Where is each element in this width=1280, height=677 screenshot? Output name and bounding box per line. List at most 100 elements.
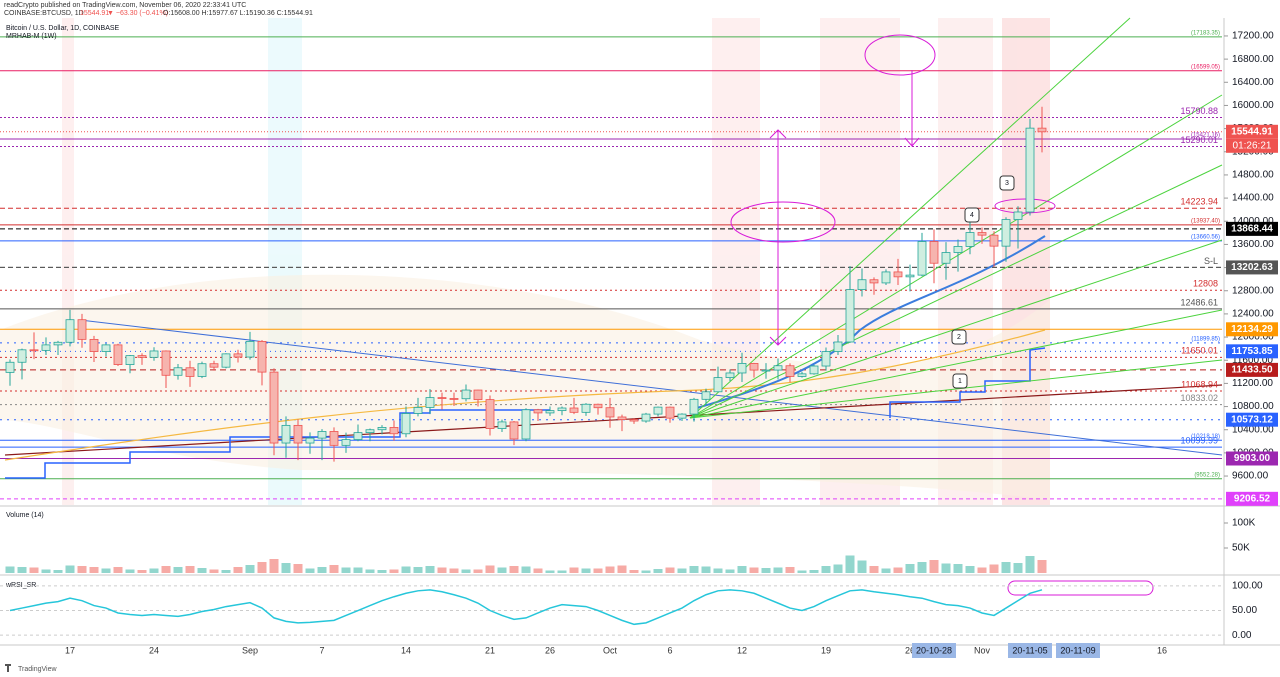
volume-bar (473, 569, 483, 573)
moving-average (689, 235, 1046, 411)
rsi-title: wRSI_SR (5, 582, 36, 589)
volume-bar (869, 566, 879, 573)
callout-box (999, 175, 1015, 191)
volume-bar (353, 567, 363, 573)
volume-bar (149, 568, 159, 573)
volume-bar (641, 570, 651, 573)
volume-bar (413, 567, 423, 573)
candle-body (437, 397, 447, 399)
candle-body (665, 406, 675, 419)
x-tick-label: 20-11-09 (1060, 645, 1095, 655)
magenta-marks (730, 34, 1154, 596)
volume-bar (989, 564, 999, 573)
volume-bar (377, 570, 387, 573)
y-tick-label: 12000.00 (1232, 332, 1274, 343)
candle-body (761, 369, 771, 372)
volume-bar (425, 566, 435, 573)
candle-body (809, 365, 819, 375)
candle-body (269, 371, 279, 444)
volume-bar (53, 570, 63, 573)
volume-bar (713, 568, 723, 573)
y-tick-label: 12800.00 (1232, 285, 1274, 296)
level-label: 15790.88 (1180, 106, 1218, 116)
candle-body (401, 413, 411, 435)
y-tick-label: 16800.00 (1232, 54, 1274, 65)
callout: 2 (957, 334, 961, 341)
volume-bar (785, 567, 795, 573)
candle-body (653, 406, 663, 415)
candle-body (521, 409, 531, 440)
candle-body (833, 341, 843, 352)
x-tick-label: 14 (401, 645, 411, 655)
price-tag-label: 9206.52 (1234, 493, 1271, 504)
y-tick-label: 10800.00 (1232, 401, 1274, 412)
ohlc: O:15608.00 H:15977.67 L:15190.36 C:15544… (163, 10, 313, 17)
volume-bar (5, 566, 15, 573)
volume-bar (401, 566, 411, 573)
candle-body (101, 344, 111, 352)
level-note: (17183.35) (1191, 30, 1220, 36)
volume-bar (305, 568, 315, 573)
volume-bar (617, 565, 627, 573)
price-tag-label: 12134.29 (1231, 324, 1273, 335)
volume-bar (113, 567, 123, 573)
candle-body (173, 367, 183, 376)
x-tick-label: Sep (242, 645, 258, 655)
chart-title: Bitcoin / U.S. Dollar, 1D, COINBASE (6, 25, 120, 32)
volume-bar (497, 567, 507, 573)
candle-body (317, 431, 327, 439)
callout: 1 (958, 378, 962, 385)
candle-body (77, 319, 87, 340)
trendline (4, 384, 1223, 456)
price-tag (1226, 260, 1278, 275)
x-tick-label: 16 (1157, 645, 1167, 655)
candle-body (497, 421, 507, 429)
band (62, 18, 74, 505)
volume-bar (521, 566, 531, 573)
trendline (79, 319, 1223, 456)
y-tick-label: 11200.00 (1232, 378, 1273, 389)
x-tick-label: 19 (821, 645, 831, 655)
candle-body (641, 413, 651, 422)
candle-body (797, 373, 807, 377)
price-tag (1226, 221, 1278, 236)
y-tick-label: 13600.00 (1232, 239, 1274, 250)
x-tick-label: 20-11-05 (1012, 645, 1047, 655)
x-tick-label: Nov (974, 645, 991, 655)
x-tick-label: 17 (65, 645, 75, 655)
change: ▼ −63.30 (−0.41%) (107, 10, 168, 17)
volume-bar (677, 568, 687, 573)
levels (0, 36, 1222, 500)
y-tick-label: 16400.00 (1232, 77, 1274, 88)
y-tick-label: 12400.00 (1232, 309, 1274, 320)
candle-body (185, 367, 195, 377)
volume-bar (797, 570, 807, 573)
candle-body (5, 361, 15, 373)
date-marker (1008, 643, 1052, 658)
level-note: (9552.28) (1194, 472, 1220, 478)
y-tick-label: 16000.00 (1232, 100, 1274, 111)
candle-body (461, 389, 471, 400)
x-tick-label: 24 (149, 645, 159, 655)
volume-bar (101, 568, 111, 573)
price-tag (1226, 362, 1278, 377)
candle-body (953, 246, 963, 253)
volume-bar (605, 566, 615, 573)
moving-average (4, 329, 1046, 461)
candle-body (845, 289, 855, 343)
candle-body (965, 232, 975, 247)
volume-bar (557, 570, 567, 573)
candle-body (449, 398, 459, 400)
x-tick-label: 26 (905, 645, 915, 655)
callouts (951, 175, 1015, 389)
candle-body (389, 427, 399, 435)
candle-body (377, 427, 387, 431)
candle-body (677, 413, 687, 419)
volume-bar (773, 567, 783, 573)
rsi-tick-label: 0.00 (1232, 630, 1252, 641)
candle-body (233, 353, 243, 358)
volume-bar (269, 559, 279, 573)
price-tag (1226, 412, 1278, 427)
date-marker (1056, 643, 1100, 658)
